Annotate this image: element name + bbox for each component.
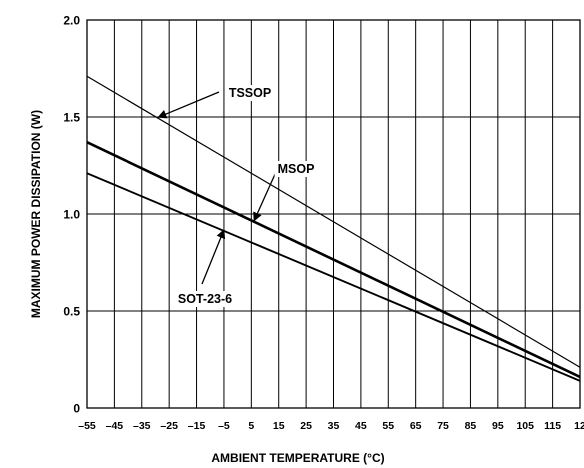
- x-tick-labels: –55 –45 –35 –25 –15 –5 5 15 25 35 45 55 65 75 85 95 105 1…: [78, 420, 584, 432]
- x-tick-label: 45: [355, 420, 367, 432]
- annotation-arrow: [201, 229, 226, 285]
- y-tick-labels: 0 0.5 1.0 1.5 2.0: [63, 14, 80, 416]
- annotations: TSSOP MSOP SOT-23-6: [157, 85, 318, 307]
- x-tick-label: 65: [410, 420, 422, 432]
- x-tick-label: 55: [382, 420, 394, 432]
- x-tick-label: 5: [248, 420, 254, 432]
- annotation-label: TSSOP: [229, 86, 271, 100]
- annotation-arrow: [157, 91, 220, 119]
- y-axis-label: MAXIMUM POWER DISSIPATION (W): [29, 110, 43, 318]
- y-tick-label: 0.5: [63, 305, 80, 319]
- annotation-label-bg: [174, 291, 236, 307]
- x-tick-label: –55: [78, 420, 96, 432]
- x-tick-label: 85: [465, 420, 477, 432]
- x-axis-label: AMBIENT TEMPERATURE (°C): [211, 451, 384, 465]
- x-tick-label: 25: [300, 420, 312, 432]
- x-tick-label: 95: [492, 420, 504, 432]
- grid: [86, 19, 581, 409]
- annotation-arrow: [253, 171, 277, 222]
- x-tick-label: –5: [218, 420, 230, 432]
- x-tick-label: 15: [273, 420, 285, 432]
- x-tick-label: 35: [328, 420, 340, 432]
- x-tick-label: 115: [544, 420, 561, 432]
- x-tick-label: –45: [106, 420, 124, 432]
- series-line-sot-23-6: [86, 172, 581, 382]
- x-tick-label: –35: [133, 420, 151, 432]
- series-lines: [86, 75, 581, 382]
- annotation-label-bg: [274, 161, 318, 177]
- y-tick-label: 0: [73, 402, 80, 416]
- plot-frame: [86, 19, 581, 409]
- x-tick-label: 12: [574, 420, 584, 432]
- annotation-label: MSOP: [278, 162, 315, 176]
- series-line-tssop: [86, 75, 581, 368]
- x-tick-label: 105: [516, 420, 534, 432]
- y-tick-label: 1.5: [63, 111, 80, 125]
- x-tick-label: –25: [160, 420, 178, 432]
- series-line-msop: [86, 141, 581, 379]
- annotation-label: SOT-23-6: [178, 292, 232, 306]
- y-tick-label: 1.0: [63, 208, 80, 222]
- x-tick-label: –15: [188, 420, 206, 432]
- y-tick-label: 2.0: [63, 14, 80, 28]
- x-tick-label: 75: [437, 420, 449, 432]
- annotation-label-bg: [225, 85, 275, 101]
